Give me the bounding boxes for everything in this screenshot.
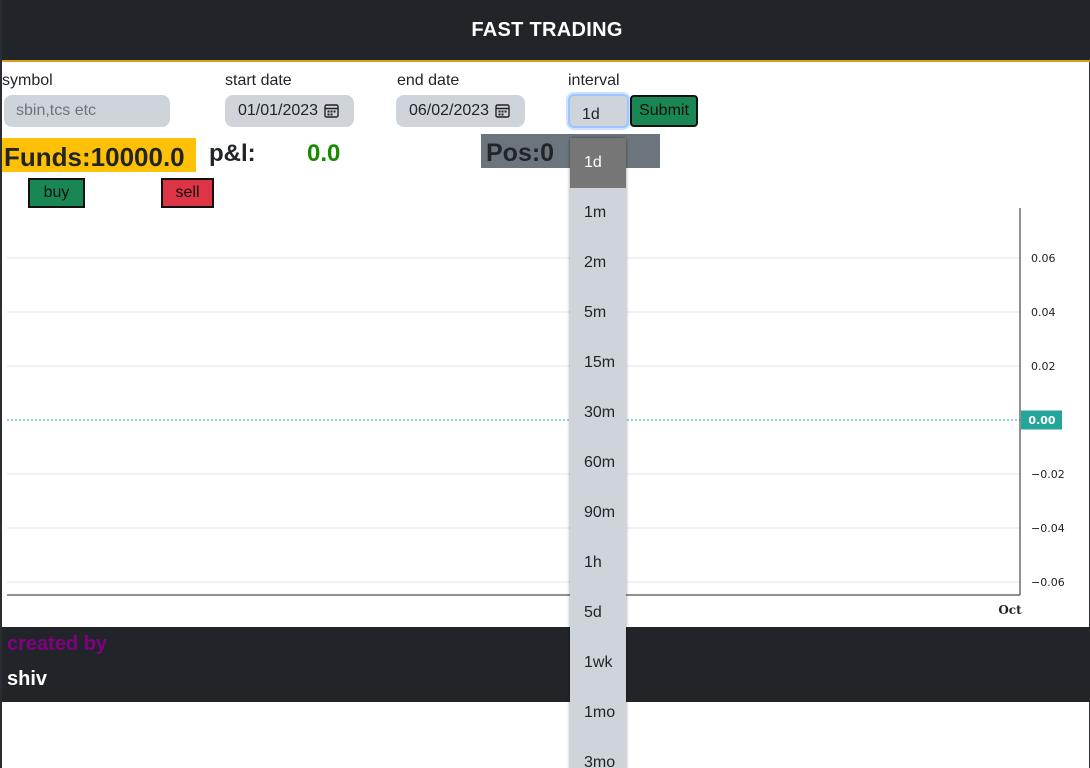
created-by-label: created by	[7, 633, 108, 655]
interval-option[interactable]: 5m	[584, 304, 607, 321]
interval-option[interactable]: 90m	[584, 504, 616, 521]
interval-option[interactable]: 1h	[584, 554, 602, 571]
calendar-icon[interactable]	[324, 103, 339, 118]
current-value-marker	[1021, 410, 1062, 430]
interval-dropdown-menu[interactable]: 1d 1m 2m 5m 15m 30m 60m 90m 1h 5d 1wk 1mo 3mo	[570, 138, 626, 768]
y-tick-label: 0.04	[1031, 306, 1056, 319]
y-tick-label: −0.06	[1031, 576, 1065, 589]
calendar-icon[interactable]	[495, 103, 510, 118]
y-tick-label: 0.06	[1031, 252, 1056, 265]
interval-option[interactable]: 60m	[584, 454, 616, 471]
current-value-label: 0.00	[1028, 414, 1055, 427]
sell-button[interactable]: sell	[161, 178, 214, 208]
y-tick-label: 0.02	[1031, 360, 1056, 373]
symbol-label: symbol	[2, 72, 53, 89]
end-date-input[interactable]: 06/02/2023	[396, 95, 525, 127]
interval-option[interactable]: 3mo	[584, 754, 616, 768]
start-date-input[interactable]: 01/01/2023	[225, 95, 354, 127]
interval-option[interactable]: 5d	[584, 604, 602, 621]
interval-option[interactable]: 1d	[570, 138, 626, 188]
y-tick-label: −0.02	[1031, 468, 1065, 481]
pnl-value: 0.0	[307, 140, 341, 167]
x-tick-label: Oct	[998, 603, 1022, 617]
funds-badge: Funds:10000.0	[2, 138, 196, 172]
end-date-value: 06/02/2023	[409, 102, 490, 119]
price-axis: 0.06 0.04 0.02 −0.02 −0.04 −0.06	[1031, 252, 1065, 589]
price-chart[interactable]: 0.06 0.04 0.02 −0.02 −0.04 −0.06 0.00 Oct	[2, 200, 1090, 625]
y-tick-label: −0.04	[1031, 522, 1065, 535]
interval-label: interval	[568, 72, 620, 89]
interval-select[interactable]: 1d	[568, 94, 629, 128]
interval-option[interactable]: 15m	[584, 354, 616, 371]
interval-option[interactable]: 1wk	[584, 654, 613, 671]
buy-button[interactable]: buy	[28, 178, 85, 208]
start-date-value: 01/01/2023	[238, 102, 319, 119]
app-title: FAST TRADING	[471, 18, 623, 41]
submit-button[interactable]: Submit	[630, 95, 698, 127]
interval-option[interactable]: 30m	[584, 404, 616, 421]
interval-option[interactable]: 1mo	[584, 704, 616, 721]
interval-option[interactable]: 2m	[584, 254, 607, 271]
symbol-input[interactable]	[4, 95, 170, 127]
chart-grid	[7, 257, 1020, 583]
app-header: FAST TRADING	[2, 0, 1090, 62]
app-footer: created by shiv	[2, 627, 1090, 702]
start-date-label: start date	[225, 72, 292, 89]
pnl-label: p&l:	[209, 140, 256, 167]
author-name: shiv	[7, 668, 48, 690]
interval-option[interactable]: 1m	[584, 204, 607, 221]
interval-value: 1d	[582, 106, 600, 123]
end-date-label: end date	[397, 72, 460, 89]
